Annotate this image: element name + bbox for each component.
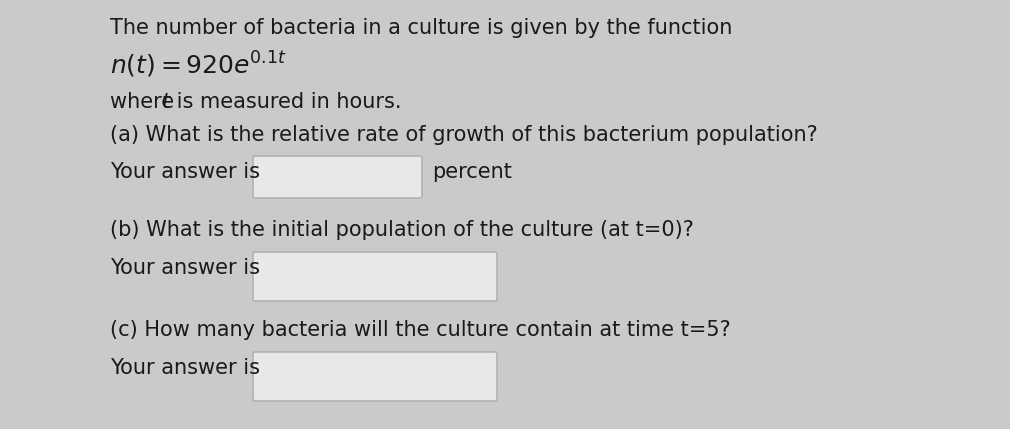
Text: (c) How many bacteria will the culture contain at time t=5?: (c) How many bacteria will the culture c… <box>110 320 731 340</box>
Text: where: where <box>110 92 181 112</box>
Text: (a) What is the relative rate of growth of this bacterium population?: (a) What is the relative rate of growth … <box>110 125 818 145</box>
Text: Your answer is: Your answer is <box>110 162 260 182</box>
FancyBboxPatch shape <box>252 156 422 198</box>
Text: Your answer is: Your answer is <box>110 258 260 278</box>
Text: Your answer is: Your answer is <box>110 358 260 378</box>
Text: The number of bacteria in a culture is given by the function: The number of bacteria in a culture is g… <box>110 18 732 38</box>
Text: percent: percent <box>432 162 512 182</box>
FancyBboxPatch shape <box>252 252 497 301</box>
FancyBboxPatch shape <box>252 352 497 401</box>
Text: (b) What is the initial population of the culture (at t=0)?: (b) What is the initial population of th… <box>110 220 694 240</box>
Text: $n(t) = 920e^{0.1t}$: $n(t) = 920e^{0.1t}$ <box>110 50 287 80</box>
Text: t: t <box>162 92 170 112</box>
Text: is measured in hours.: is measured in hours. <box>170 92 402 112</box>
